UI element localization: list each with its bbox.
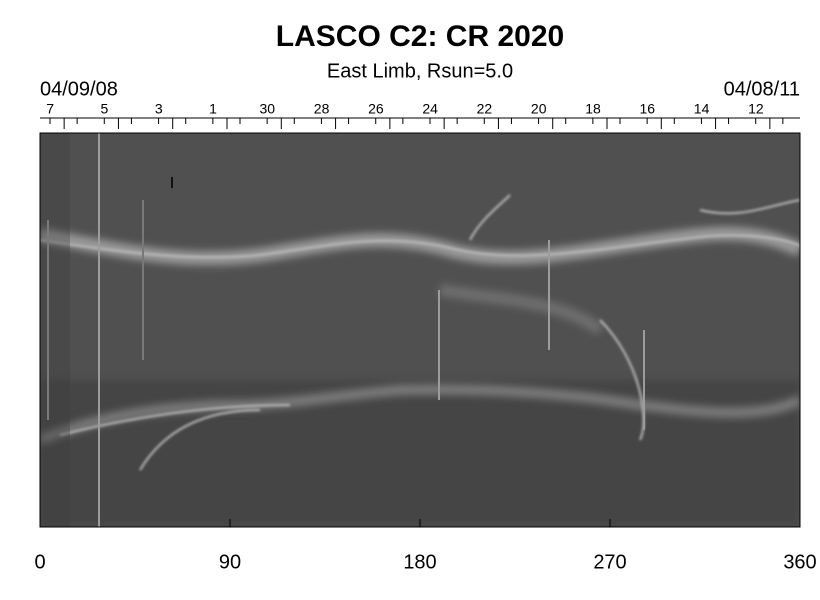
x-tick-label: 360 (783, 551, 816, 573)
top-day-label: 7 (46, 101, 54, 117)
top-day-label: 12 (748, 101, 764, 117)
top-day-label: 3 (155, 101, 163, 117)
top-day-label: 1 (209, 101, 217, 117)
start-date: 04/09/08 (40, 78, 118, 100)
top-day-label: 5 (101, 101, 109, 117)
synoptic-image (40, 133, 800, 527)
x-tick-label: 90 (219, 551, 241, 573)
top-day-label: 14 (694, 101, 710, 117)
top-day-label: 18 (585, 101, 601, 117)
top-day-label: 26 (368, 101, 384, 117)
chart-title: LASCO C2: CR 2020 (276, 20, 564, 53)
x-tick-label: 180 (403, 551, 436, 573)
top-day-label: 28 (314, 101, 330, 117)
top-day-label: 16 (639, 101, 655, 117)
end-date: 04/08/11 (724, 78, 800, 100)
top-day-label: 22 (477, 101, 493, 117)
top-day-label: 30 (259, 101, 275, 117)
x-tick-label: 0 (34, 551, 45, 573)
top-day-label: 20 (531, 101, 547, 117)
top-day-label: 24 (422, 101, 438, 117)
x-tick-label: 270 (593, 551, 626, 573)
chart-subtitle: East Limb, Rsun=5.0 (327, 60, 513, 82)
